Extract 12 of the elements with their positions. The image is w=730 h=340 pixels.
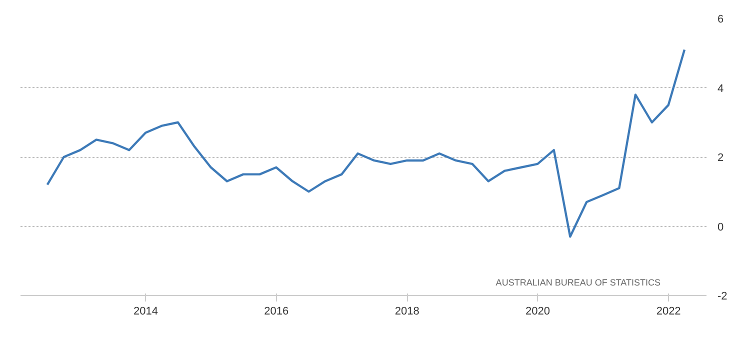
x-tick-label: 2018	[394, 306, 420, 318]
x-tick-label: 2020	[526, 306, 550, 318]
x-tick-label: 2016	[264, 306, 289, 318]
y-tick-label: -2	[718, 290, 728, 302]
annotation: AUSTRALIAN BUREAU OF STATISTICS	[496, 278, 661, 288]
x-tick-label: 2014	[134, 306, 158, 318]
y-tick-label: 4	[718, 82, 724, 95]
y-tick-label: 2	[718, 152, 724, 164]
line-series	[46, 48, 686, 238]
y-tick-label: 6	[718, 14, 724, 26]
y-tick-label: 0	[718, 221, 724, 234]
x-tick-label: 2022	[656, 306, 681, 318]
